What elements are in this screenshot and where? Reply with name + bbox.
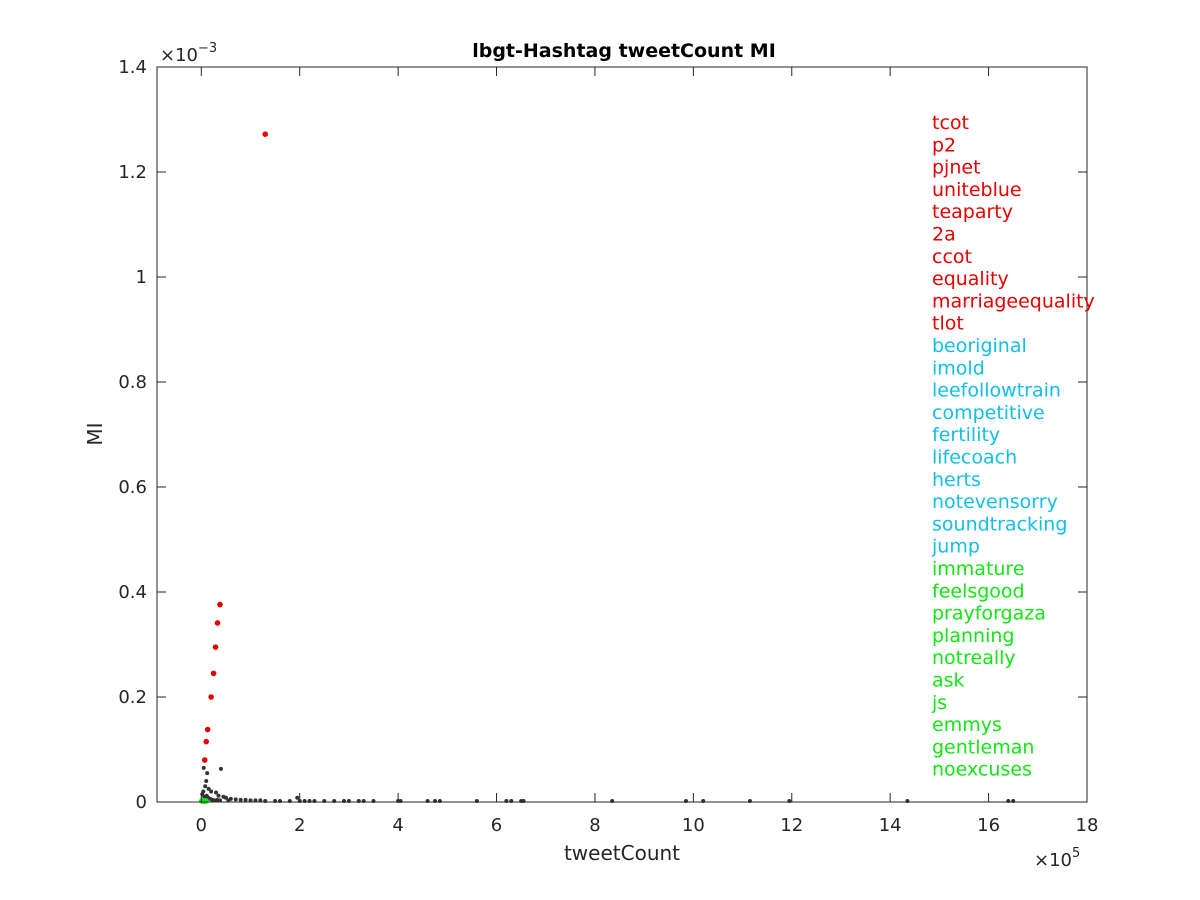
x-axis-label: tweetCount	[564, 841, 680, 865]
legend-entry: competitive	[932, 402, 1045, 424]
other-data-point	[201, 789, 206, 794]
green-data-point	[203, 798, 210, 804]
legend: tcotp2pjnetuniteblueteaparty2accotequali…	[931, 112, 1095, 781]
legend-entry: notreally	[932, 647, 1016, 669]
x-tick-label: 2	[294, 815, 305, 836]
legend-entry: p2	[932, 134, 956, 156]
legend-entry: ccot	[932, 246, 972, 268]
other-data-point	[205, 771, 210, 776]
legend-entry: emmys	[932, 714, 1002, 736]
legend-entry: ask	[932, 670, 965, 692]
other-data-point	[212, 798, 217, 803]
other-data-point	[243, 797, 248, 802]
plot-area	[157, 67, 1087, 802]
legend-entry: soundtracking	[932, 513, 1067, 535]
x-tick-label: 4	[392, 815, 403, 836]
red-data-point	[203, 738, 210, 745]
x-tick-label: 18	[1076, 815, 1099, 836]
other-data-point	[214, 790, 219, 795]
y-tick-label: 0.8	[118, 372, 147, 393]
legend-entry: fertility	[932, 424, 1000, 446]
other-data-point	[258, 798, 263, 803]
x-tick-label: 16	[977, 815, 1000, 836]
x-tick-label: 0	[196, 815, 207, 836]
legend-entry: gentleman	[932, 736, 1034, 758]
red-data-point	[217, 601, 223, 608]
other-data-point	[203, 784, 208, 789]
legend-entry: immature	[932, 558, 1025, 580]
legend-entry: 2a	[932, 224, 956, 246]
red-data-point	[210, 670, 217, 677]
legend-entry: beoriginal	[932, 335, 1027, 357]
x-tick-label: 6	[491, 815, 502, 836]
legend-entry: uniteblue	[932, 179, 1022, 201]
legend-entry: prayforgaza	[932, 603, 1046, 625]
y-tick-label: 0	[136, 792, 147, 813]
other-data-point	[295, 795, 300, 800]
y-tick-label: 0.2	[118, 687, 147, 708]
legend-entry: pjnet	[932, 157, 981, 179]
other-data-point	[217, 798, 222, 803]
red-data-point	[262, 131, 269, 137]
red-data-point	[214, 620, 221, 626]
other-data-point	[209, 789, 214, 794]
other-data-point	[238, 797, 243, 802]
x-tick-label: 12	[780, 815, 803, 836]
legend-entry: jump	[931, 536, 980, 558]
y-axis-exponent: ×10−3	[160, 41, 217, 66]
legend-entry: tlot	[932, 313, 964, 335]
y-tick-label: 1.2	[118, 162, 147, 183]
other-data-point	[226, 798, 231, 803]
x-tick-label: 14	[879, 815, 902, 836]
axes: 0 2 4 6 8 10 12 14 16 18 0 0.2 0.4 0.6 0.8 1 1.2 1.4	[118, 57, 1098, 836]
other-data-point	[201, 765, 206, 770]
other-data-point	[253, 798, 258, 803]
other-data-point	[216, 793, 221, 798]
legend-entry: feelsgood	[932, 580, 1025, 602]
other-data-point	[204, 779, 209, 783]
y-tick-label: 1	[136, 267, 147, 288]
legend-entry: noexcuses	[932, 759, 1032, 781]
other-data-point	[218, 766, 223, 771]
legend-entry: herts	[932, 469, 981, 491]
other-data-point	[233, 797, 238, 802]
other-data-point	[248, 798, 253, 803]
y-axis-label: MI	[83, 422, 107, 445]
legend-entry: equality	[932, 268, 1009, 290]
other-data-point	[206, 786, 211, 791]
y-tick-label: 0.4	[118, 582, 147, 603]
legend-entry: tcot	[932, 112, 969, 134]
y-tick-label: 0.6	[118, 477, 147, 498]
chart-title: lbgt-Hashtag tweetCount MI	[472, 40, 776, 62]
other-data-point	[223, 795, 228, 800]
legend-entry: leefollowtrain	[932, 380, 1061, 402]
red-data-point	[208, 694, 214, 700]
plot-background	[157, 67, 1087, 802]
x-tick-label: 10	[682, 815, 705, 836]
legend-entry: imold	[932, 357, 985, 379]
legend-entry: planning	[932, 625, 1014, 647]
legend-entry: lifecoach	[932, 447, 1017, 469]
x-axis-exponent: ×105	[1034, 846, 1080, 871]
legend-entry: notevensorry	[932, 491, 1058, 513]
red-data-point	[204, 726, 211, 733]
x-tick-label: 8	[589, 815, 600, 836]
legend-entry: teaparty	[932, 201, 1013, 223]
plot-frame	[156, 66, 1088, 803]
red-data-point	[212, 644, 219, 650]
red-data-point	[201, 757, 208, 763]
other-data-point	[215, 797, 220, 802]
legend-entry: marriageequality	[932, 290, 1095, 312]
y-tick-label: 1.4	[118, 57, 147, 78]
legend-entry: js	[931, 692, 947, 714]
